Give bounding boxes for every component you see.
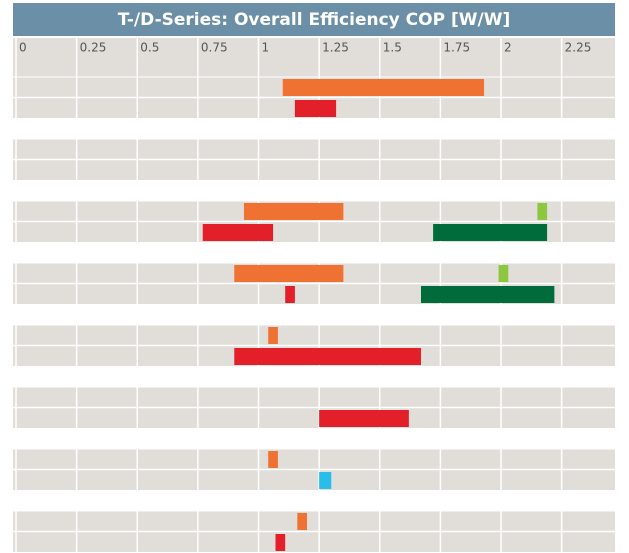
x-tick-label: 0.25 [80,41,107,55]
x-tick-label: 2 [504,41,512,55]
range-bar [202,224,274,241]
range-bar [285,286,295,303]
x-tick-label: 2.25 [565,41,592,55]
range-bar [243,203,344,220]
range-bar [433,224,548,241]
x-tick-label: 1.25 [322,41,349,55]
range-bar [297,513,308,530]
x-tick-label: 0.5 [140,41,159,55]
chart-title: T-/D-Series: Overall Efficiency COP [W/W… [118,10,510,30]
x-tick-label: 1 [262,41,270,55]
range-bar [319,410,409,427]
range-bar [420,286,555,303]
range-bar [234,348,421,365]
range-bar [268,451,278,468]
header-band [13,38,615,77]
range-bar [268,327,278,344]
range-bar [294,100,337,117]
range-bar [319,472,332,489]
range-bar [234,265,344,282]
range-bar [275,534,286,551]
title-bar [13,3,615,36]
x-tick-label: 0.75 [201,41,228,55]
range-bar [282,79,485,96]
x-tick-label: 1.75 [443,41,470,55]
x-tick-label: 1.5 [383,41,402,55]
x-tick-label: 0 [19,41,27,55]
range-bar [498,265,509,282]
range-bar [537,203,548,220]
